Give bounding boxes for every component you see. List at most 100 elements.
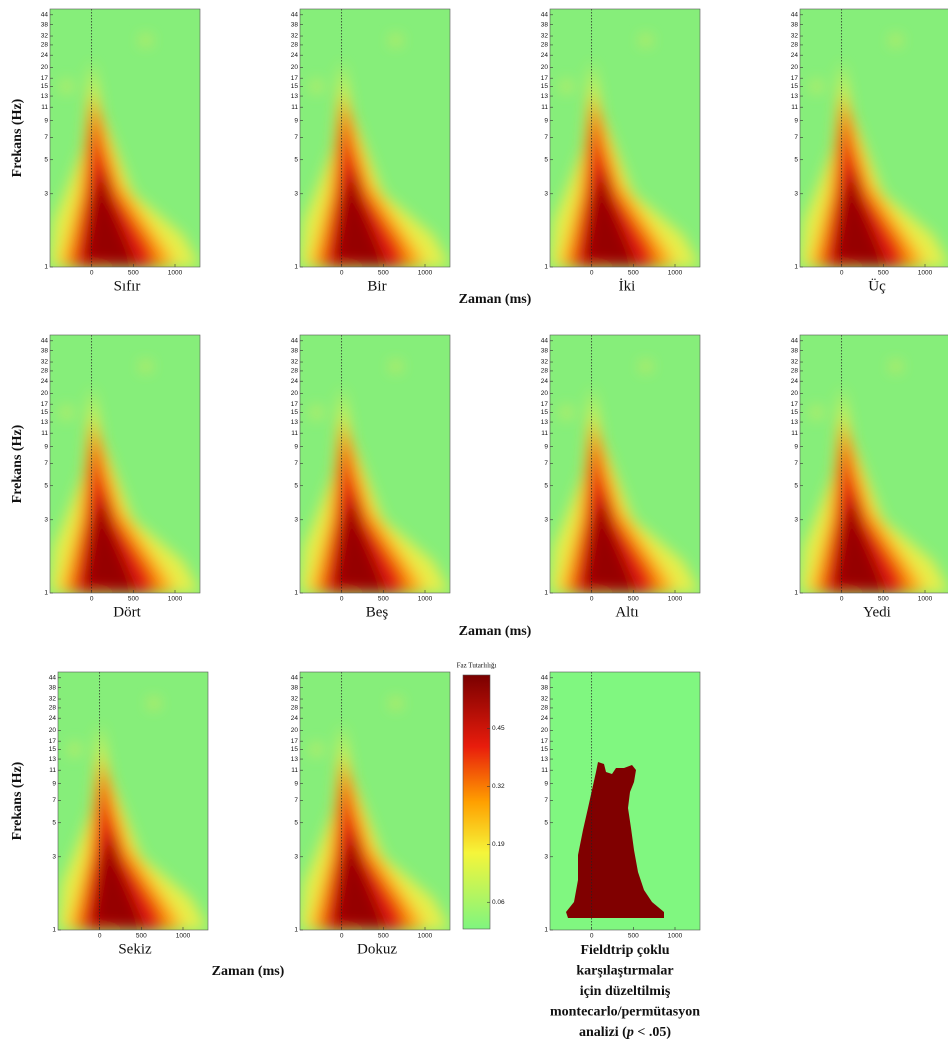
y-tick-label: 38 [41, 21, 49, 28]
x-tick-label: 1000 [918, 270, 933, 277]
y-tick-label: 44 [791, 12, 799, 19]
heatmap-region [333, 829, 388, 930]
y-tick-label: 38 [541, 684, 549, 691]
y-tick-label: 32 [791, 359, 799, 366]
x-tick-label: 500 [628, 270, 639, 277]
y-tick-label: 7 [544, 134, 548, 141]
y-tick-label: 3 [544, 517, 548, 524]
y-tick-label: 32 [291, 359, 299, 366]
heatmap-blobs [550, 361, 700, 593]
heatmap-spot [640, 35, 651, 46]
y-tick-label: 20 [291, 64, 299, 71]
heatmap-blobs [300, 698, 450, 930]
x-axis-label: Zaman (ms) [459, 624, 532, 639]
panel-title: Altı [615, 604, 638, 620]
y-tick-label: 32 [291, 696, 299, 703]
y-tick-label: 3 [294, 517, 298, 524]
y-tick-label: 15 [291, 409, 299, 416]
x-tick-label: 0 [90, 596, 94, 603]
y-tick-label: 9 [544, 780, 548, 787]
y-tick-label: 24 [291, 378, 299, 385]
y-tick-label: 3 [294, 854, 298, 861]
y-tick-label: 20 [541, 727, 549, 734]
heatmap-spot [310, 80, 323, 93]
heatmap-spot [640, 361, 651, 372]
y-tick-label: 20 [49, 727, 57, 734]
heatmap [300, 672, 450, 930]
colorbar-tick-label: 0.06 [492, 899, 505, 906]
panel-title: Sekiz [118, 941, 152, 957]
y-tick-label: 20 [541, 390, 549, 397]
y-tick-label: 11 [49, 767, 56, 774]
y-tick-label: 24 [291, 715, 299, 722]
y-tick-label: 28 [291, 705, 299, 712]
y-tick-label: 11 [291, 767, 298, 774]
y-tick-label: 24 [49, 715, 57, 722]
x-tick-label: 0 [590, 596, 594, 603]
x-tick-label: 500 [878, 596, 889, 603]
y-tick-label: 17 [291, 75, 299, 82]
x-tick-label: 500 [378, 596, 389, 603]
y-tick-label: 7 [44, 134, 48, 141]
heatmap-spot [140, 361, 151, 372]
y-tick-label: 20 [41, 390, 49, 397]
stat-title-line: için düzeltilmiş [580, 984, 671, 999]
x-tick-label: 1000 [668, 596, 683, 603]
heatmap-region [583, 166, 638, 267]
y-tick-label: 1 [52, 927, 56, 934]
y-tick-label: 28 [291, 368, 299, 375]
stat-title-part: analizi ( [579, 1025, 627, 1040]
y-tick-label: 17 [791, 75, 799, 82]
y-tick-label: 13 [49, 756, 57, 763]
y-tick-label: 32 [291, 33, 299, 40]
y-tick-label: 5 [294, 156, 298, 163]
heatmap-spot [148, 698, 159, 709]
y-tick-label: 44 [41, 338, 49, 345]
panel-title: Sıfır [114, 278, 141, 294]
plot-frame [299, 334, 451, 594]
panel-title: İki [619, 278, 636, 294]
y-tick-label: 44 [541, 338, 549, 345]
x-tick-label: 500 [128, 596, 139, 603]
x-tick-label: 1000 [418, 596, 433, 603]
y-tick-label: 24 [541, 52, 549, 59]
y-tick-label: 38 [291, 347, 299, 354]
y-tick-label: 3 [44, 517, 48, 524]
y-tick-label: 3 [544, 854, 548, 861]
x-axis-label: Zaman (ms) [212, 964, 285, 979]
colorbar [462, 674, 491, 930]
panel-title: Beş [366, 604, 389, 620]
y-tick-label: 24 [291, 52, 299, 59]
y-tick-label: 9 [544, 443, 548, 450]
y-tick-label: 11 [41, 430, 48, 437]
x-tick-label: 500 [378, 933, 389, 940]
heatmap-blobs [800, 361, 948, 593]
heatmap-spot [140, 35, 151, 46]
y-tick-label: 15 [49, 746, 57, 753]
heatmap [550, 9, 700, 267]
plot-frame [57, 671, 209, 931]
heatmap-spot [560, 406, 573, 419]
y-tick-label: 44 [791, 338, 799, 345]
y-tick-label: 1 [294, 590, 298, 597]
x-tick-label: 500 [136, 933, 147, 940]
y-tick-label: 11 [791, 104, 798, 111]
y-tick-label: 44 [41, 12, 49, 19]
y-tick-label: 11 [541, 767, 548, 774]
x-tick-label: 1000 [168, 270, 183, 277]
heatmap [300, 9, 450, 267]
heatmap-region [333, 166, 388, 267]
heatmap-region [83, 492, 138, 593]
y-tick-label: 1 [294, 927, 298, 934]
y-tick-label: 1 [294, 264, 298, 271]
y-tick-label: 7 [794, 134, 798, 141]
stat-title-line: Fieldtrip çoklu [580, 943, 669, 958]
y-tick-label: 9 [294, 117, 298, 124]
y-tick-label: 24 [791, 52, 799, 59]
y-axis-label: Frekans (Hz) [10, 98, 25, 177]
y-tick-label: 32 [791, 33, 799, 40]
y-tick-label: 28 [541, 705, 549, 712]
y-tick-label: 38 [541, 21, 549, 28]
y-tick-label: 11 [291, 104, 298, 111]
heatmap-region [583, 492, 638, 593]
